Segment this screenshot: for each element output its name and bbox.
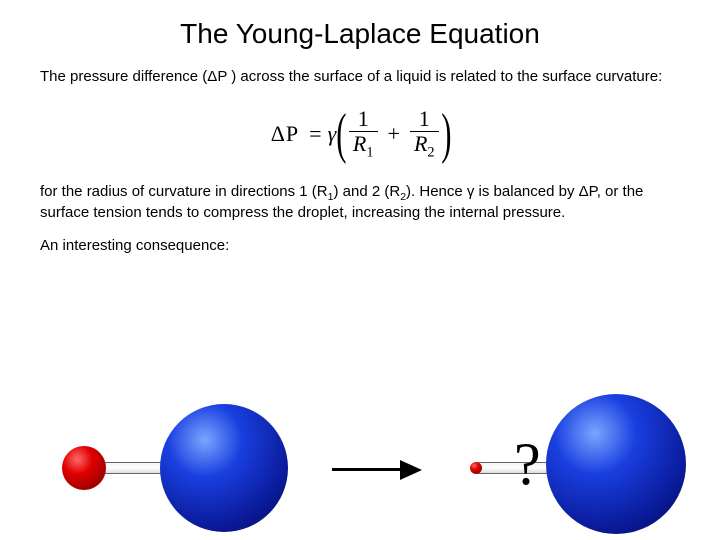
eq-frac-1: 1 R1 (345, 107, 382, 161)
eq-frac2-num: 1 (415, 107, 434, 131)
red-balloon-left (62, 446, 106, 490)
eq-plus: + (382, 121, 406, 147)
slide-title: The Young-Laplace Equation (0, 0, 720, 58)
red-balloon-right (470, 462, 482, 474)
equation-block: ΔP = γ ( 1 R1 + 1 R2 ) (0, 87, 720, 173)
eq-equals: = (303, 121, 327, 147)
arrow-icon (332, 460, 422, 480)
eq-frac1-den: R1 (349, 132, 378, 161)
eq-delta-p: ΔP (271, 121, 303, 147)
eq-frac-2: 1 R2 (406, 107, 443, 161)
eq-left-paren: ( (336, 106, 346, 162)
explanation-text: for the radius of curvature in direction… (0, 173, 720, 223)
blue-balloon-left (160, 404, 288, 532)
question-mark: ? (514, 430, 541, 499)
eq-right-paren: ) (441, 106, 451, 162)
blue-balloon-right (546, 394, 686, 534)
balloon-diagram: ? (0, 390, 720, 535)
eq-frac2-den: R2 (410, 132, 439, 161)
eq-frac1-num: 1 (354, 107, 373, 131)
consequence-text: An interesting consequence: (0, 223, 720, 256)
intro-text: The pressure difference (ΔP ) across the… (0, 58, 720, 87)
